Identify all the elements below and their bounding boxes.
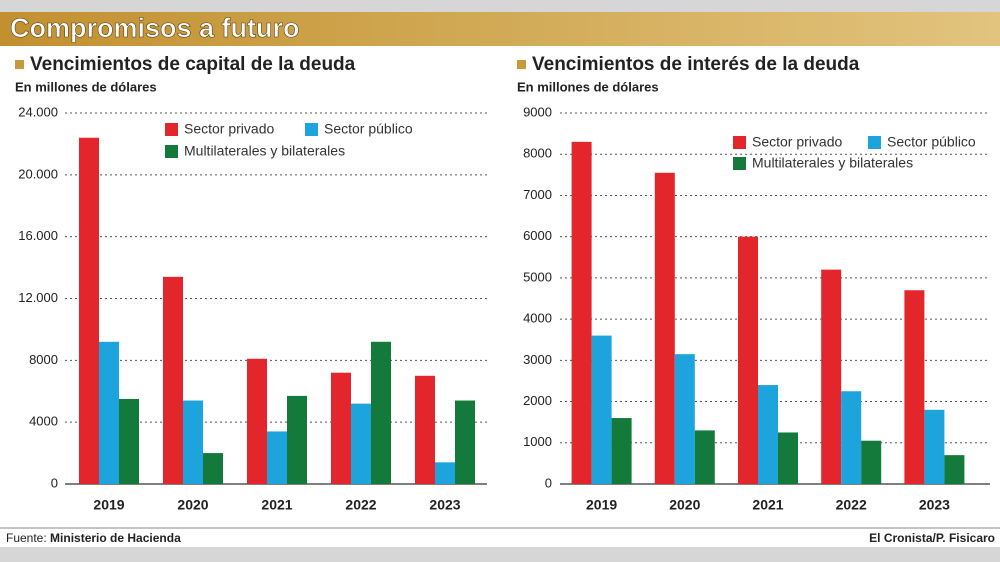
bar (79, 137, 99, 484)
chart-subtitle: En millones de dólares (15, 79, 157, 94)
legend-swatch (733, 157, 746, 170)
y-tick-label: 0 (51, 475, 58, 490)
chart-title: Vencimientos de interés de la deuda (532, 54, 860, 75)
y-tick-label: 24.000 (18, 104, 58, 119)
legend-swatch (305, 123, 318, 136)
footer-credit: El Cronista/P. Fisicaro (869, 531, 995, 545)
legend-swatch (165, 123, 178, 136)
bar (674, 354, 695, 484)
y-tick-label: 6000 (523, 228, 552, 243)
bar (571, 141, 592, 484)
source-label: Fuente: (6, 531, 47, 545)
bar (247, 358, 267, 484)
x-tick-label: 2020 (669, 497, 700, 513)
y-tick-label: 1000 (523, 434, 552, 449)
chart-subtitle: En millones de dólares (517, 79, 659, 94)
x-tick-label: 2023 (429, 497, 460, 513)
chart-title: Vencimientos de capital de la deuda (30, 54, 356, 75)
y-tick-label: 16.000 (18, 228, 58, 243)
x-tick-label: 2019 (586, 497, 617, 513)
legend-swatch (868, 136, 881, 149)
bar (944, 455, 965, 484)
bar (415, 375, 435, 484)
y-tick-label: 9000 (523, 104, 552, 119)
bar (904, 290, 925, 484)
x-tick-label: 2020 (177, 497, 208, 513)
bar (119, 398, 139, 484)
bar (821, 269, 842, 484)
y-tick-label: 4000 (29, 414, 58, 429)
y-tick-label: 5000 (523, 269, 552, 284)
bar (371, 341, 391, 484)
bar (861, 440, 882, 484)
legend-swatch (165, 145, 178, 158)
bar (435, 462, 455, 484)
title-marker (15, 60, 24, 69)
x-tick-label: 2023 (919, 497, 950, 513)
bar (287, 395, 307, 484)
x-tick-label: 2022 (345, 497, 376, 513)
bar (654, 172, 675, 484)
y-tick-label: 4000 (523, 311, 552, 326)
bar (351, 403, 371, 484)
bar (267, 431, 287, 484)
y-tick-label: 8000 (29, 352, 58, 367)
bar (758, 385, 778, 484)
legend-label: Sector privado (184, 121, 274, 137)
y-tick-label: 0 (545, 475, 552, 490)
y-tick-label: 12.000 (18, 290, 58, 305)
source: Ministerio de Hacienda (50, 531, 181, 545)
x-tick-label: 2021 (752, 497, 783, 513)
banner (0, 12, 1000, 46)
y-tick-label: 20.000 (18, 166, 58, 181)
bar (694, 430, 715, 484)
x-tick-label: 2022 (836, 497, 867, 513)
bar (183, 400, 203, 484)
bar (611, 418, 632, 484)
legend-label: Multilaterales y bilaterales (184, 143, 345, 159)
bar (591, 335, 612, 484)
bar (99, 341, 119, 484)
legend-label: Sector público (324, 121, 413, 137)
x-tick-label: 2021 (261, 497, 292, 513)
banner-title: Compromisos a futuro (10, 13, 300, 43)
bar (924, 409, 945, 484)
legend-label: Sector público (887, 134, 976, 150)
bar (331, 372, 351, 484)
legend-label: Sector privado (752, 134, 842, 150)
title-marker (517, 60, 526, 69)
bar (203, 453, 223, 484)
y-tick-label: 2000 (523, 393, 552, 408)
y-tick-label: 7000 (523, 187, 552, 202)
y-tick-label: 8000 (523, 146, 552, 161)
bar (163, 276, 183, 484)
bar (455, 400, 475, 484)
bar (841, 391, 862, 484)
legend-swatch (733, 136, 746, 149)
footer-source: Fuente: Ministerio de Hacienda (6, 531, 181, 545)
bar (778, 432, 798, 484)
x-tick-label: 2019 (93, 497, 124, 513)
y-tick-label: 3000 (523, 352, 552, 367)
bar (738, 236, 758, 484)
legend-label: Multilaterales y bilaterales (752, 155, 913, 171)
